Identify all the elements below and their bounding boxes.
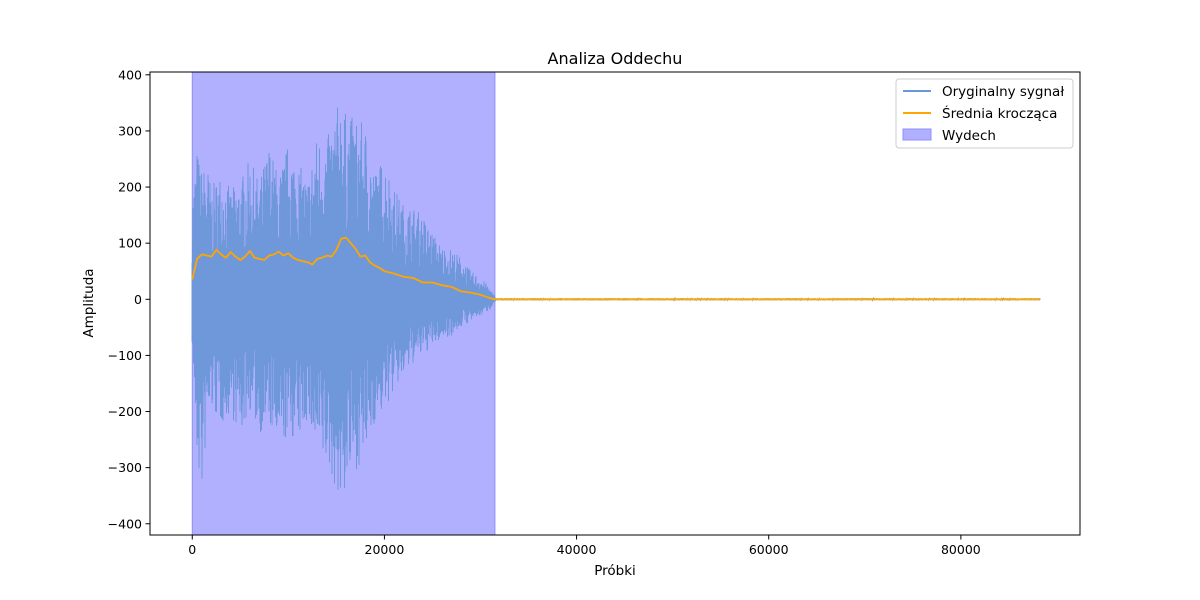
y-tick-label: 400 — [118, 67, 142, 82]
x-tick-label: 20000 — [365, 542, 405, 557]
y-tick-label: 0 — [134, 292, 142, 307]
plot-frame — [149, 71, 1081, 536]
x-tick-label: 80000 — [941, 542, 981, 557]
legend: Oryginalny sygnał Średnia krocząca Wydec… — [895, 78, 1074, 149]
y-tick-label: 300 — [118, 123, 142, 138]
y-tick-label: −100 — [108, 348, 142, 363]
y-tick-label: 200 — [118, 180, 142, 195]
y-axis-ticks: −400 −300 −200 −100 0 100 200 300 400 — [108, 67, 150, 531]
moving-average-line — [191, 236, 1040, 301]
y-tick-label: −200 — [108, 404, 142, 419]
y-tick-label: −400 — [108, 516, 142, 531]
x-tick-label: 40000 — [557, 542, 597, 557]
legend-exhale-label: Wydech — [942, 128, 996, 144]
x-axis-ticks: 0 20000 40000 60000 80000 — [188, 535, 981, 557]
x-tick-label: 60000 — [749, 542, 789, 557]
legend-box — [895, 78, 1074, 149]
plot-area — [149, 71, 1081, 536]
chart-title: Analiza Oddechu — [548, 49, 683, 68]
y-axis-label: Amplituda — [81, 268, 97, 337]
legend-exhale-swatch — [902, 128, 932, 141]
y-tick-label: −300 — [108, 460, 142, 475]
legend-signal-label: Oryginalny sygnał — [942, 84, 1064, 100]
legend-moving-average-label: Średnia krocząca — [942, 104, 1057, 122]
moving-average-layer — [191, 236, 1040, 301]
x-axis-label: Próbki — [594, 563, 636, 579]
y-tick-label: 100 — [118, 236, 142, 251]
x-tick-label: 0 — [188, 542, 196, 557]
